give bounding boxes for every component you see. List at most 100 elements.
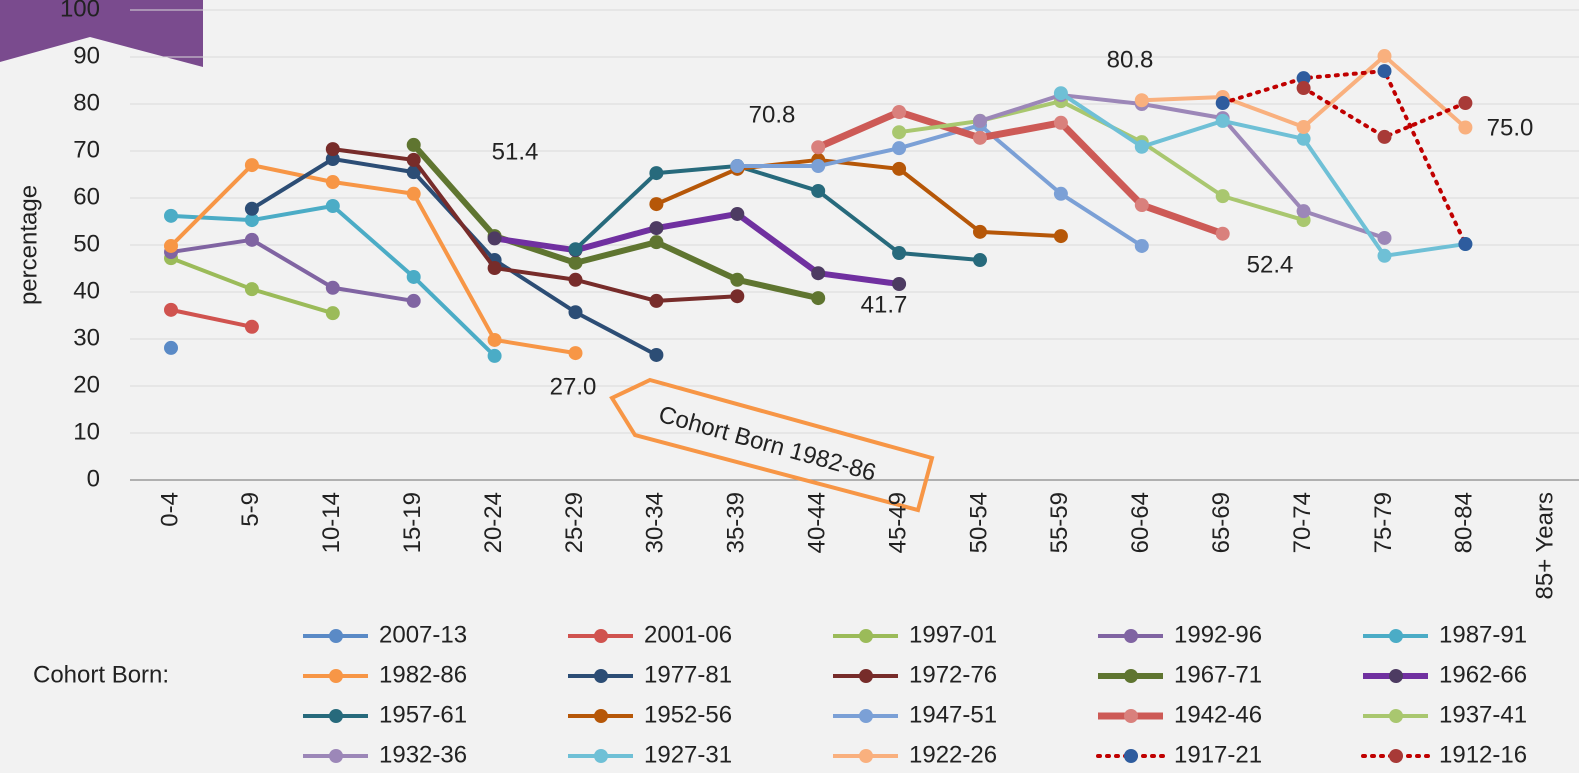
data-point	[164, 208, 178, 223]
x-tick-label: 45-49	[884, 492, 911, 553]
data-point	[244, 232, 259, 247]
data-point	[649, 197, 664, 212]
x-tick-label: 40-44	[804, 492, 831, 553]
series-line	[816, 108, 1224, 238]
data-point	[1134, 93, 1149, 108]
data-point	[325, 175, 340, 190]
x-tick-label: 65-69	[1208, 492, 1235, 553]
data-point	[568, 305, 583, 320]
y-tick-label: 50	[73, 230, 100, 257]
legend-marker	[1124, 629, 1138, 643]
legend-label: 1922-26	[909, 741, 997, 768]
data-point	[487, 332, 502, 347]
data-point	[1215, 189, 1230, 204]
y-tick-label: 100	[60, 0, 100, 22]
data-point	[892, 125, 907, 140]
annotation: 27.0	[550, 373, 597, 400]
data-point	[649, 235, 664, 250]
x-tick-label: 70-74	[1289, 492, 1316, 553]
data-point	[325, 142, 340, 157]
y-axis-label: percentage	[15, 185, 42, 305]
legend-label: 1947-51	[909, 701, 997, 728]
series-line	[332, 147, 738, 303]
data-point	[1458, 120, 1473, 135]
y-tick-label: 10	[73, 418, 100, 445]
legend-marker	[859, 629, 873, 643]
legend-label: 1997-01	[909, 621, 997, 648]
legend-marker	[329, 709, 343, 723]
x-tick-label: 50-54	[965, 492, 992, 553]
series-line	[169, 163, 576, 356]
data-point	[487, 231, 502, 246]
annotation: 52.4	[1247, 251, 1294, 278]
data-point	[325, 280, 340, 295]
data-point	[1377, 129, 1392, 144]
y-tick-label: 70	[73, 136, 100, 163]
annotation: 75.0	[1487, 114, 1534, 141]
data-point	[811, 266, 826, 281]
legend-label: 2001-06	[644, 621, 732, 648]
legend-marker	[1389, 669, 1403, 683]
annotation: 70.8	[749, 101, 796, 128]
legend-label: 1952-56	[644, 701, 732, 728]
data-point	[730, 272, 745, 287]
legend-label: 1932-36	[379, 741, 467, 768]
x-tick-label: 10-14	[318, 492, 345, 553]
y-tick-label: 20	[73, 371, 100, 398]
y-tick-label: 0	[87, 465, 100, 492]
series-line	[170, 307, 253, 329]
data-point	[1134, 139, 1149, 154]
data-point	[244, 158, 259, 173]
x-tick-label: 75-79	[1370, 492, 1397, 553]
y-tick-label: 40	[73, 277, 100, 304]
data-point	[892, 161, 907, 176]
legend-label: 1957-61	[379, 701, 467, 728]
data-point	[325, 151, 340, 166]
legend-label: 1912-16	[1439, 741, 1527, 768]
grid	[130, 9, 1579, 481]
legend-label: 2007-13	[379, 621, 467, 648]
data-point	[568, 255, 583, 270]
y-tick-label: 60	[73, 183, 100, 210]
data-point	[1053, 115, 1068, 130]
data-point	[892, 277, 907, 292]
annotation: 41.7	[861, 291, 908, 318]
data-point	[244, 213, 259, 228]
legend-marker	[1389, 749, 1403, 763]
data-point	[1377, 248, 1392, 263]
legend-marker	[594, 669, 608, 683]
data-point	[406, 186, 421, 201]
data-point	[1377, 230, 1392, 245]
legend-label: 1972-76	[909, 661, 997, 688]
data-point	[487, 348, 502, 363]
legend-marker	[1389, 629, 1403, 643]
legend-label: 1987-91	[1439, 621, 1527, 648]
legend-label: 1917-21	[1174, 741, 1262, 768]
series-line	[655, 157, 1062, 239]
data-point	[892, 104, 907, 119]
data-point	[568, 242, 583, 257]
data-point	[973, 224, 987, 239]
data-point	[811, 140, 826, 155]
legend-marker	[594, 629, 608, 643]
data-point	[1215, 226, 1230, 241]
data-point	[1134, 198, 1149, 213]
data-point	[1296, 81, 1311, 96]
data-point	[811, 159, 826, 174]
data-point	[164, 302, 178, 317]
data-point	[730, 289, 745, 304]
data-point	[892, 141, 907, 156]
series-line	[979, 93, 1386, 240]
legend-title: Cohort Born:	[33, 661, 169, 688]
x-tick-label: 35-39	[723, 492, 750, 553]
legend-label: 1982-86	[379, 661, 467, 688]
data-point	[1053, 229, 1068, 244]
legend-marker	[594, 709, 608, 723]
data-point	[649, 347, 664, 362]
data-point	[164, 238, 178, 253]
data-point	[568, 272, 583, 287]
x-tick-label: 85+ Years	[1532, 492, 1559, 599]
legend-label: 1977-81	[644, 661, 732, 688]
data-point	[1053, 186, 1068, 201]
legend-marker	[1124, 669, 1138, 683]
